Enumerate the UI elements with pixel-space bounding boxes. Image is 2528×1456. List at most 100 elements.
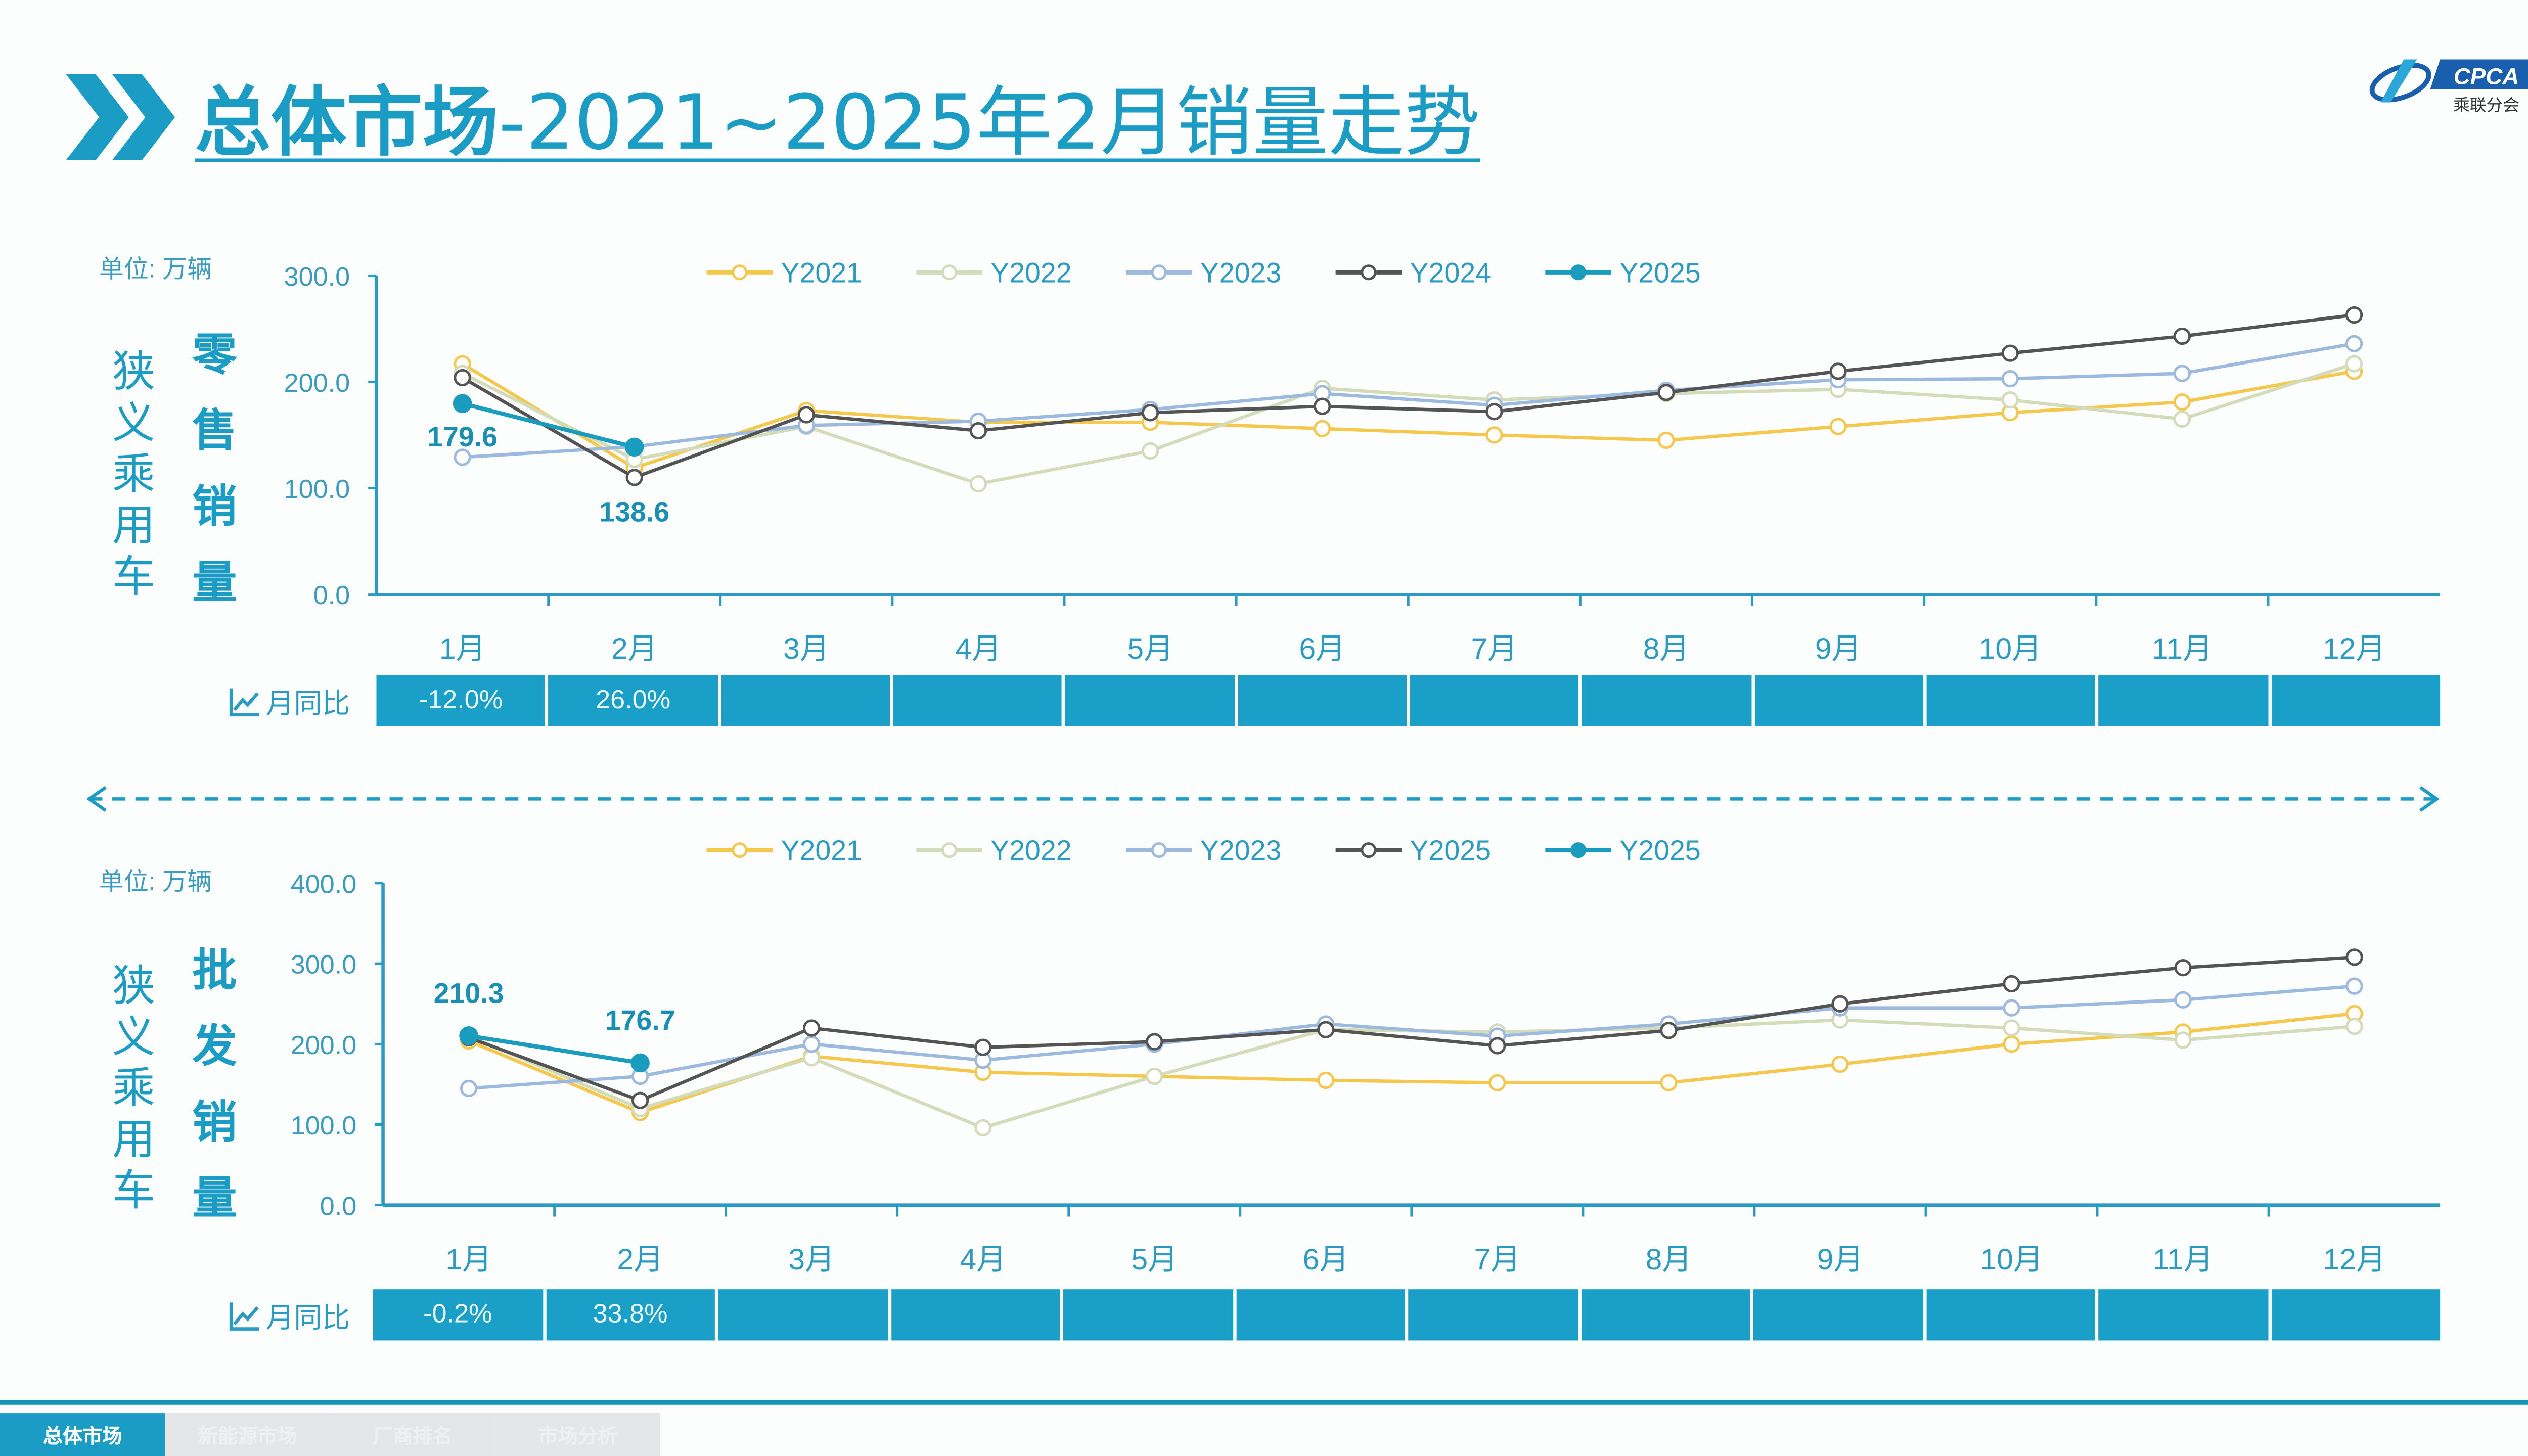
data-point: [454, 448, 471, 466]
data-point: [803, 1019, 821, 1037]
yoy-label-retail: 月同比: [228, 680, 350, 721]
tab-2[interactable]: 厂商排名: [330, 1413, 495, 1456]
data-point: [797, 406, 815, 424]
data-point: [2174, 991, 2192, 1009]
chart-title-retail: 零售销量: [192, 330, 237, 608]
legend-marker: [941, 842, 958, 858]
data-point: [624, 437, 644, 457]
legend-label: Y2023: [1200, 835, 1281, 866]
x-tick-label: 7月: [1471, 632, 1517, 665]
data-point: [1660, 1022, 1678, 1039]
data-label: 176.7: [605, 1005, 675, 1036]
data-point: [2173, 393, 2191, 411]
data-point: [1141, 442, 1159, 460]
legend-label: Y2023: [1200, 257, 1281, 288]
yoy-cell: [1925, 1289, 2099, 1341]
data-point: [2001, 370, 2019, 388]
data-point: [2345, 306, 2363, 324]
tab-1[interactable]: 新能源市场: [165, 1413, 331, 1456]
yoy-cell: [893, 675, 1066, 726]
yoy-cell: [1581, 1289, 1753, 1341]
data-point: [2003, 1035, 2020, 1053]
x-tick-label: 3月: [788, 1243, 834, 1276]
data-point: [1146, 1033, 1163, 1051]
data-point: [1314, 397, 1331, 415]
x-tick-label: 5月: [1127, 632, 1173, 665]
data-point: [2001, 391, 2019, 409]
trend-chart-icon: [229, 1301, 259, 1330]
data-point: [1829, 362, 1847, 380]
series-line: [468, 1033, 641, 1065]
legend-label: Y2022: [990, 835, 1071, 866]
x-tick-label: 10月: [1979, 632, 2042, 665]
legend-marker: [1570, 264, 1587, 281]
series-line: [462, 342, 2355, 459]
data-label: 210.3: [434, 978, 504, 1009]
data-point: [2345, 335, 2363, 352]
tab-0[interactable]: 总体市场: [0, 1413, 165, 1456]
x-tick-label: 6月: [1303, 1243, 1349, 1276]
x-tick-label: 12月: [2323, 1243, 2386, 1276]
series-line: [461, 313, 2355, 480]
data-point: [2003, 999, 2020, 1017]
x-tick-label: 2月: [611, 632, 657, 665]
x-tick-label: 4月: [960, 1243, 1006, 1276]
unit-label-wholesale: 单位: 万辆: [99, 868, 212, 897]
data-point: [1660, 1074, 1678, 1091]
legend-marker: [1361, 842, 1377, 858]
legend-label: Y2025: [1410, 835, 1491, 866]
cpca-logo: CPCA 乘联分会: [2367, 53, 2528, 119]
yoy-cell: [1408, 1289, 1581, 1341]
yoy-band-wholesale: -0.2% 33.8%: [373, 1289, 2441, 1341]
y-tick-label: 0.0: [313, 581, 350, 610]
yoy-cell: -0.2%: [373, 1289, 546, 1341]
legend-label: Y2024: [1410, 257, 1491, 288]
yoy-cell: [718, 1289, 891, 1341]
unit-label-retail: 单位: 万辆: [99, 256, 212, 284]
side-label-wholesale: 狭义乘用车: [112, 961, 155, 1215]
data-point: [974, 1119, 992, 1137]
data-point: [454, 369, 471, 387]
legend-label: Y2025: [1619, 835, 1700, 866]
series-line: [468, 956, 2355, 1103]
legend-marker: [1151, 842, 1167, 858]
x-tick-label: 8月: [1643, 632, 1689, 665]
page-title: 总体市场-2021~2025年2月销量走势: [195, 77, 1480, 167]
y-tick-label: 100.0: [284, 475, 350, 504]
side-label-retail: 狭义乘用车: [112, 346, 155, 601]
data-point: [1657, 431, 1675, 449]
svg-text:乘联分会: 乘联分会: [2453, 96, 2519, 114]
yoy-cell: 26.0%: [549, 675, 721, 726]
x-tick-label: 6月: [1299, 632, 1345, 665]
data-point: [1314, 420, 1331, 437]
series-line: [461, 362, 2355, 470]
x-tick-label: 10月: [1980, 1243, 2043, 1276]
x-tick-label: 4月: [955, 632, 1001, 665]
data-point: [969, 475, 987, 493]
x-tick-label: 11月: [2153, 1243, 2214, 1276]
data-point: [803, 1035, 821, 1053]
data-point: [2345, 977, 2363, 995]
x-tick-label: 1月: [439, 632, 485, 665]
data-point: [2174, 1031, 2192, 1049]
yoy-cell: [1582, 675, 1754, 726]
yoy-cell: [890, 1289, 1063, 1341]
yoy-label-wholesale: 月同比: [228, 1294, 350, 1336]
data-point: [630, 1053, 650, 1073]
x-tick-label: 3月: [783, 632, 829, 665]
trend-chart-icon: [229, 688, 259, 716]
data-point: [2173, 365, 2191, 382]
tab-3[interactable]: 市场分析: [495, 1413, 661, 1456]
legend-label: Y2025: [1619, 257, 1700, 288]
data-point: [2173, 410, 2191, 428]
data-point: [1146, 1067, 1163, 1085]
x-tick-label: 5月: [1132, 1243, 1178, 1276]
x-tick-label: 1月: [445, 1243, 491, 1276]
yoy-cell: [1753, 1289, 1926, 1341]
yoy-cell: [1063, 1289, 1236, 1341]
yoy-cell: [2271, 1289, 2441, 1341]
yoy-cell: [1926, 675, 2099, 726]
yoy-cell: [1410, 675, 1583, 726]
yoy-cell: 33.8%: [546, 1289, 718, 1341]
